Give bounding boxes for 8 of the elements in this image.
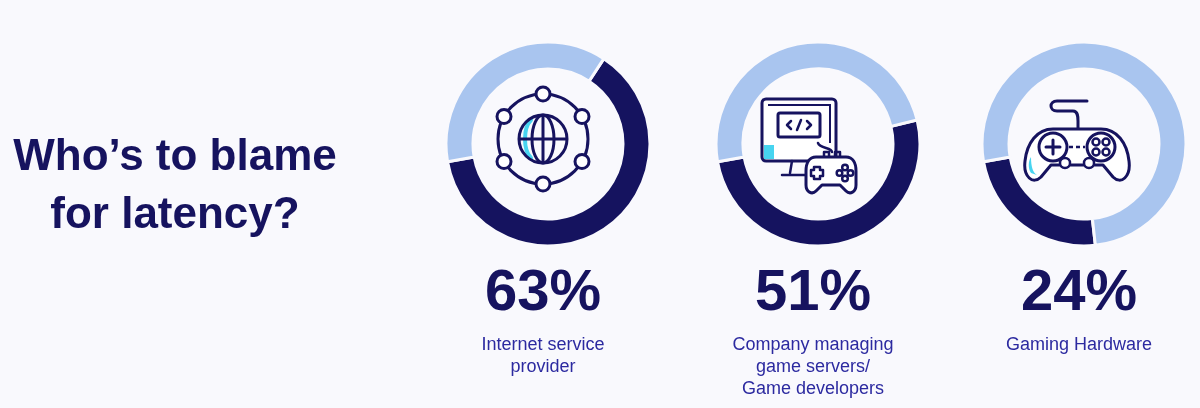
donut-slice bbox=[980, 40, 1188, 247]
text: Internet service provider bbox=[480, 333, 606, 377]
text: Gaming Hardware bbox=[1004, 333, 1154, 355]
data-label: 51% bbox=[753, 257, 873, 322]
data-label: 63% bbox=[483, 257, 603, 322]
text: Who’s to blame for latency? bbox=[12, 129, 338, 239]
data-label: 24% bbox=[1019, 257, 1139, 322]
text: Company managing game servers/ Game developers bbox=[731, 333, 895, 399]
